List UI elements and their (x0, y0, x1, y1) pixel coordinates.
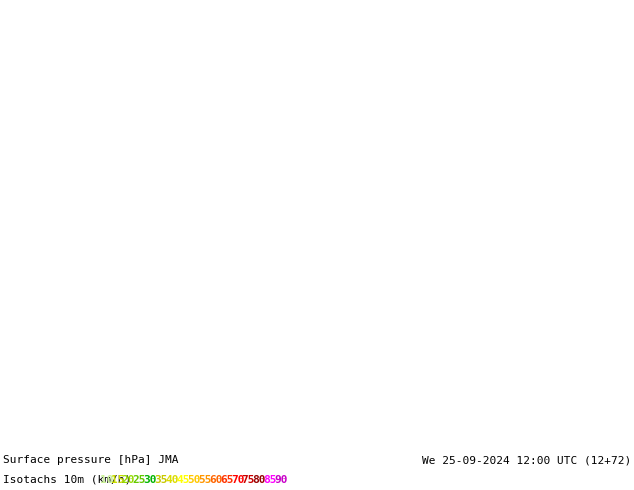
Text: 60: 60 (209, 475, 223, 485)
Text: 85: 85 (264, 475, 277, 485)
Text: 55: 55 (198, 475, 212, 485)
Text: 20: 20 (122, 475, 135, 485)
Text: 70: 70 (231, 475, 244, 485)
Text: 30: 30 (143, 475, 157, 485)
Text: Isotachs 10m (km/h): Isotachs 10m (km/h) (3, 475, 138, 485)
Text: Surface pressure [hPa] JMA: Surface pressure [hPa] JMA (3, 455, 179, 465)
Text: 10: 10 (100, 475, 113, 485)
Text: 25: 25 (133, 475, 146, 485)
Text: 40: 40 (165, 475, 179, 485)
Text: 80: 80 (252, 475, 266, 485)
Text: We 25-09-2024 12:00 UTC (12+72): We 25-09-2024 12:00 UTC (12+72) (422, 455, 631, 465)
Text: 35: 35 (155, 475, 168, 485)
Text: 65: 65 (220, 475, 233, 485)
Text: 45: 45 (176, 475, 190, 485)
Text: 50: 50 (187, 475, 201, 485)
Text: 15: 15 (111, 475, 124, 485)
Text: 90: 90 (275, 475, 288, 485)
Text: 75: 75 (242, 475, 256, 485)
